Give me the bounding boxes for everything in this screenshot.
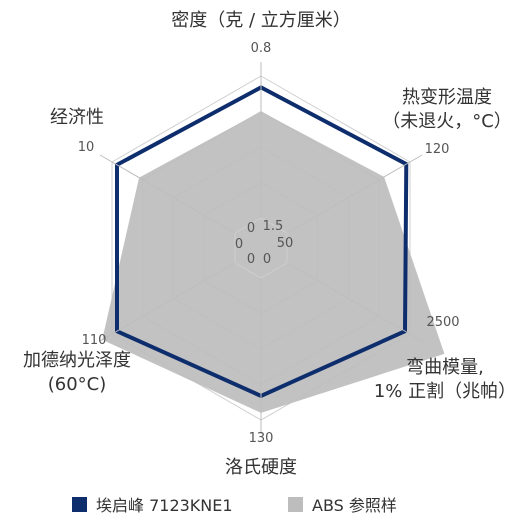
axis-max-label: 130: [249, 431, 274, 446]
axis-max-label: 120: [425, 142, 450, 157]
axis-max-label: 2500: [426, 315, 459, 330]
legend: 埃启峰 7123KNE1 ABS 参照样: [72, 496, 397, 515]
spoke: [99, 262, 236, 342]
axis-min-label: 0: [247, 252, 255, 267]
legend-label: 埃启峰 7123KNE1: [96, 496, 233, 515]
legend-item-abs: ABS 参照样: [288, 496, 397, 515]
axis-min-label: 0: [263, 252, 271, 267]
spoke: [286, 154, 423, 234]
axis-title: 1% 正割（兆帕）: [374, 381, 516, 402]
axis-title: 密度（克 / 立方厘米）: [171, 10, 351, 31]
axis-title: 经济性: [50, 107, 104, 128]
axis-min-label: 0: [235, 237, 243, 252]
legend-label: ABS 参照样: [312, 496, 397, 515]
axis-max-label: 0.8: [251, 41, 272, 56]
axis-labels: 密度（克 / 立方厘米） 0.8 热变形温度 （未退火，°C） 120 弯曲模量, 1% 正…: [23, 10, 516, 478]
legend-swatch: [72, 497, 87, 512]
axis-min-label: 0: [247, 221, 255, 236]
inner-ring-label: 50: [277, 236, 294, 251]
axis-max-label: 110: [82, 333, 107, 348]
axis-title: 热变形温度: [402, 87, 492, 108]
axis-title: (60°C): [48, 374, 107, 395]
axis-title: （未退火，°C）: [382, 111, 512, 132]
radar-spokes: [99, 62, 423, 434]
series-layer: [102, 85, 445, 413]
series-abs-reference-area: [102, 111, 445, 413]
axis-title: 洛氏硬度: [225, 457, 297, 478]
axis-title: 弯曲模量,: [406, 357, 484, 378]
legend-item-7123kne1: 埃启峰 7123KNE1: [72, 496, 233, 515]
spoke: [99, 154, 236, 234]
legend-swatch: [288, 497, 303, 512]
inner-ring-label: 1.5: [263, 219, 284, 234]
center-labels: 000 01.550: [235, 219, 293, 267]
spoke: [286, 262, 423, 342]
axis-title: 加德纳光泽度: [23, 350, 131, 371]
axis-max-label: 10: [78, 140, 95, 155]
